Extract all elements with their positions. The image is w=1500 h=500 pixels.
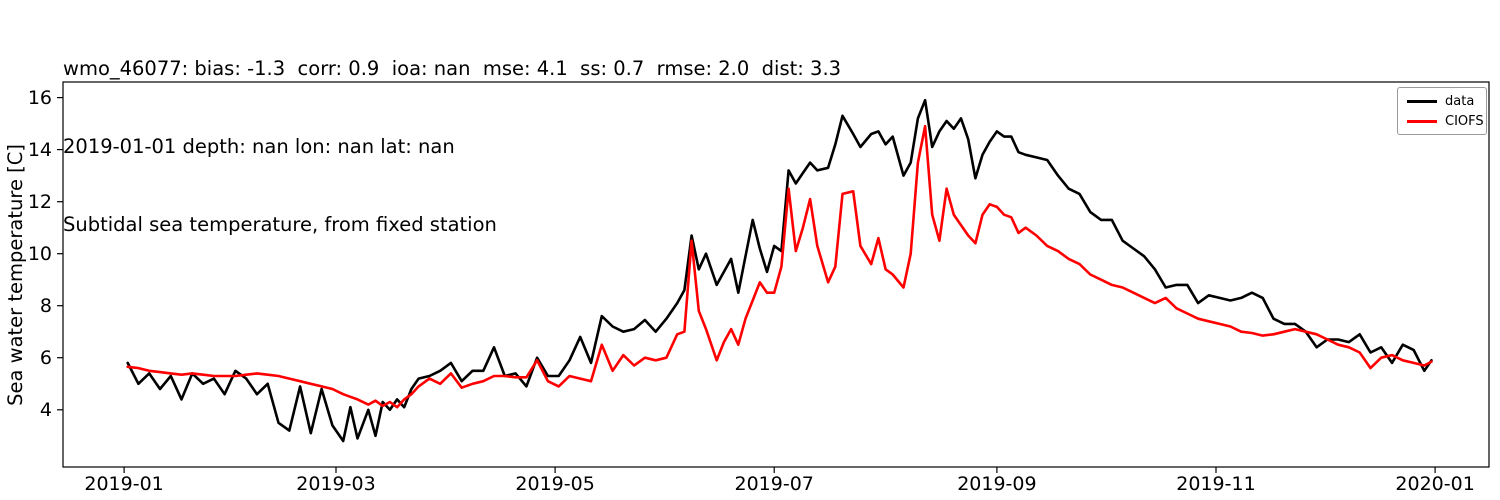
legend-row-ciofs: CIOFS [1398,115,1486,128]
y-tick-label: 6 [39,346,52,369]
legend-label-data: data [1445,93,1475,109]
y-tick-label: 10 [27,242,52,265]
legend-label-ciofs: CIOFS [1445,113,1484,129]
date-title-line: 2019-01-01 depth: nan lon: nan lat: nan [63,135,455,158]
y-tick-label: 16 [27,86,52,109]
tick-marks [57,96,1436,473]
x-tick-label: 2019-03 [296,473,376,495]
axes-title-line: Subtidal sea temperature, from fixed sta… [63,213,497,236]
x-tick-label: 2019-07 [734,473,814,495]
legend: data CIOFS [1397,87,1487,135]
axes-frame [62,81,1490,468]
stats-title-line: wmo_46077: bias: -1.3 corr: 0.9 ioa: nan… [63,57,842,80]
series-line-data [126,98,1433,443]
title-block: wmo_46077: bias: -1.3 corr: 0.9 ioa: nan… [63,4,841,290]
series-line-ciofs [126,124,1433,409]
x-tick-label: 2019-11 [1176,473,1256,495]
y-tick-label: 4 [39,398,52,421]
x-tick-label: 2019-09 [957,473,1037,495]
x-tick-label: 2020-01 [1395,473,1475,495]
legend-row-data: data [1398,95,1486,108]
y-tick-label: 14 [27,138,52,161]
y-tick-label: 12 [27,190,52,213]
x-tick-label: 2019-01 [84,473,164,495]
x-tick-label: 2019-05 [515,473,595,495]
legend-line-swatch-ciofs [1407,119,1437,123]
legend-line-swatch-data [1407,99,1437,103]
y-tick-label: 8 [39,294,52,317]
